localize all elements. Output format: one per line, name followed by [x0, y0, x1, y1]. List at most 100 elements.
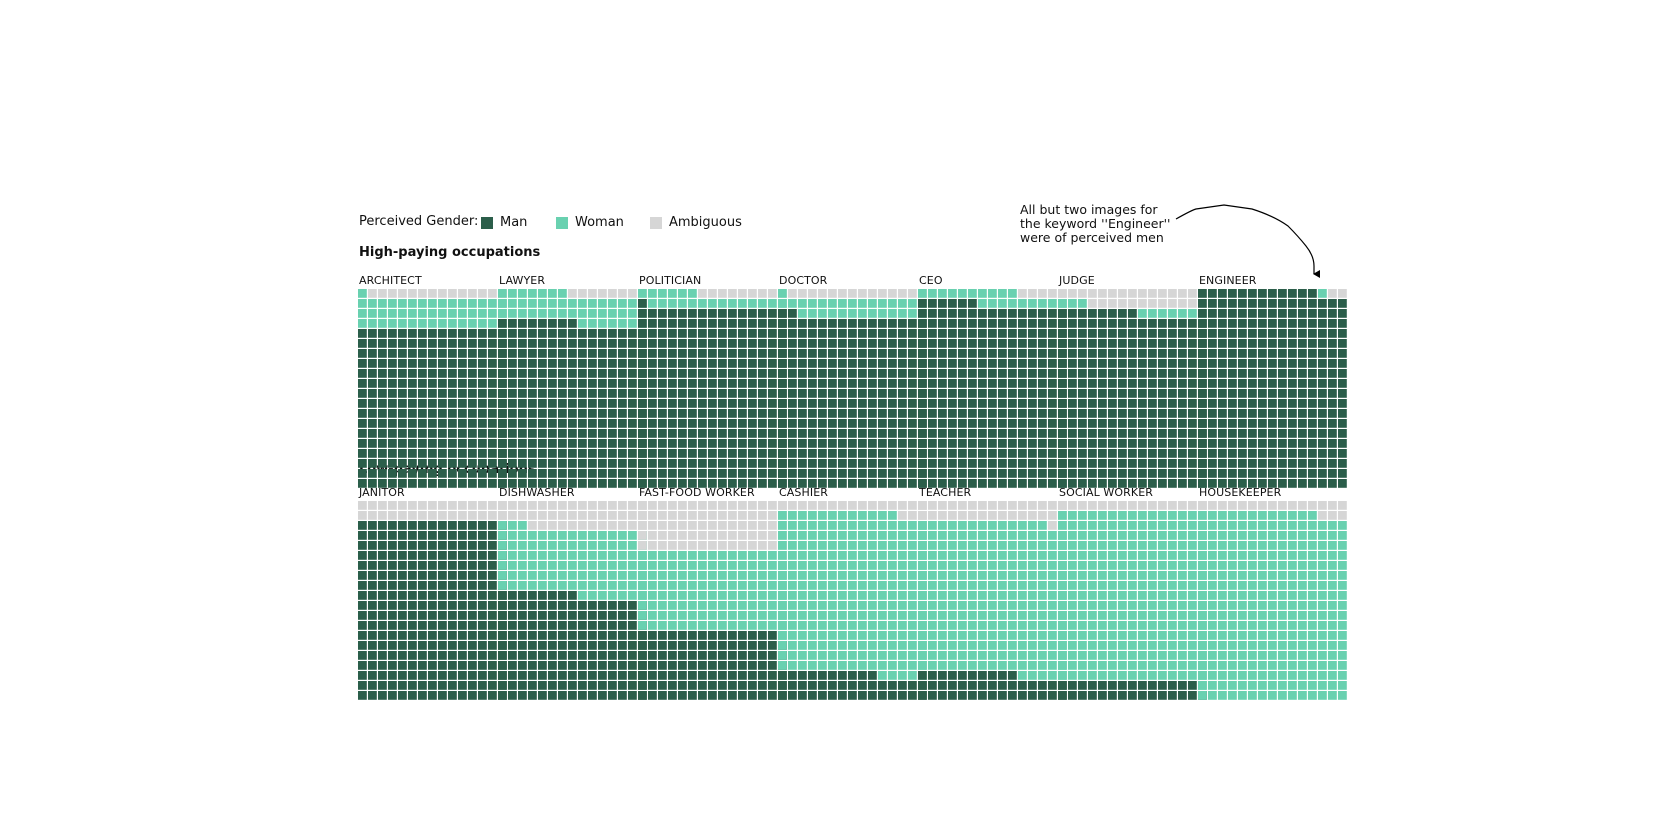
waffle-cell-woman	[708, 591, 717, 600]
waffle-cell-man	[1158, 409, 1167, 418]
waffle-cell-woman	[1218, 661, 1227, 670]
waffle-cell-woman	[1258, 561, 1267, 570]
waffle-cell-man	[1298, 479, 1307, 488]
waffle-cell-man	[638, 359, 647, 368]
waffle-cell-man	[1128, 479, 1137, 488]
waffle-cell-man	[758, 671, 767, 680]
waffle-cell-man	[1268, 359, 1277, 368]
waffle-cell-man	[1028, 409, 1037, 418]
waffle-cell-man	[428, 691, 437, 700]
waffle-cell-man	[1308, 319, 1317, 328]
waffle-cell-woman	[508, 521, 517, 530]
waffle-cell-man	[538, 691, 547, 700]
waffle-cell-man	[868, 671, 877, 680]
waffle-cell-man	[1088, 369, 1097, 378]
waffle-cell-woman	[1188, 511, 1197, 520]
waffle-cell-ambiguous	[508, 501, 517, 510]
waffle-cell-man	[1278, 379, 1287, 388]
waffle-cell-man	[698, 319, 707, 328]
legend-label-woman: Woman	[575, 215, 624, 230]
waffle-cell-man	[1308, 429, 1317, 438]
waffle-cell-man	[358, 541, 367, 550]
waffle-cell-woman	[878, 521, 887, 530]
waffle-cell-man	[578, 359, 587, 368]
waffle-cell-woman	[1158, 591, 1167, 600]
waffle-cell-man	[408, 651, 417, 660]
waffle-cell-woman	[1118, 671, 1127, 680]
waffle-cell-woman	[828, 621, 837, 630]
waffle-cell-ambiguous	[1148, 501, 1157, 510]
waffle-cell-woman	[1238, 591, 1247, 600]
waffle-cell-man	[468, 641, 477, 650]
waffle-cell-man	[408, 541, 417, 550]
waffle-cell-man	[388, 601, 397, 610]
waffle-cell-man	[378, 339, 387, 348]
waffle-cell-ambiguous	[638, 501, 647, 510]
waffle-cell-man	[378, 459, 387, 468]
waffle-cell-man	[538, 631, 547, 640]
waffle-cell-woman	[858, 309, 867, 318]
waffle-cell-man	[1198, 439, 1207, 448]
waffle-cell-ambiguous	[648, 541, 657, 550]
waffle-cell-man	[868, 329, 877, 338]
waffle-cell-man	[578, 339, 587, 348]
waffle-cell-man	[988, 409, 997, 418]
waffle-cell-woman	[718, 551, 727, 560]
waffle-cell-woman	[978, 591, 987, 600]
waffle-cell-man	[1118, 339, 1127, 348]
waffle-cell-woman	[1108, 591, 1117, 600]
waffle-cell-man	[1108, 379, 1117, 388]
waffle-cell-man	[1158, 369, 1167, 378]
waffle-cell-man	[1148, 429, 1157, 438]
waffle-cell-man	[768, 309, 777, 318]
waffle-cell-man	[1238, 319, 1247, 328]
waffle-cell-woman	[778, 631, 787, 640]
waffle-cell-woman	[1048, 581, 1057, 590]
waffle-cell-man	[488, 671, 497, 680]
waffle-cell-woman	[858, 581, 867, 590]
waffle-cell-woman	[848, 551, 857, 560]
waffle-cell-woman	[1158, 671, 1167, 680]
waffle-cell-man	[1248, 459, 1257, 468]
waffle-cell-man	[528, 671, 537, 680]
waffle-cell-woman	[828, 611, 837, 620]
waffle-cell-man	[1298, 449, 1307, 458]
waffle-cell-man	[888, 449, 897, 458]
waffle-cell-man	[468, 661, 477, 670]
waffle-cell-man	[1208, 329, 1217, 338]
waffle-cell-woman	[808, 521, 817, 530]
waffle-cell-man	[778, 479, 787, 488]
waffle-cell-woman	[468, 309, 477, 318]
waffle-cell-man	[1338, 429, 1347, 438]
waffle-cell-ambiguous	[738, 521, 747, 530]
waffle-cell-man	[478, 661, 487, 670]
waffle-cell-woman	[1048, 621, 1057, 630]
waffle-cell-man	[758, 399, 767, 408]
waffle-cell-man	[848, 359, 857, 368]
waffle-cell-man	[588, 429, 597, 438]
waffle-cell-ambiguous	[928, 501, 937, 510]
waffle-cell-man	[398, 581, 407, 590]
waffle-cell-man	[438, 449, 447, 458]
waffle-cell-man	[748, 641, 757, 650]
waffle-cell-man	[668, 459, 677, 468]
waffle-cell-woman	[848, 641, 857, 650]
waffle-cell-man	[1078, 469, 1087, 478]
waffle-cell-woman	[1148, 531, 1157, 540]
waffle-cell-man	[788, 439, 797, 448]
waffle-cell-man	[938, 379, 947, 388]
waffle-cell-man	[998, 691, 1007, 700]
waffle-cell-man	[408, 561, 417, 570]
waffle-cell-man	[958, 459, 967, 468]
waffle-cell-man	[1268, 419, 1277, 428]
waffle-cell-man	[778, 369, 787, 378]
waffle-cell-woman	[768, 571, 777, 580]
waffle-cell-man	[698, 369, 707, 378]
waffle-cell-woman	[918, 561, 927, 570]
waffle-cell-woman	[1218, 691, 1227, 700]
waffle-cell-woman	[1338, 541, 1347, 550]
waffle-cell-woman	[1238, 631, 1247, 640]
waffle-cell-man	[418, 601, 427, 610]
waffle-cell-man	[588, 339, 597, 348]
waffle-cell-man	[1228, 309, 1237, 318]
